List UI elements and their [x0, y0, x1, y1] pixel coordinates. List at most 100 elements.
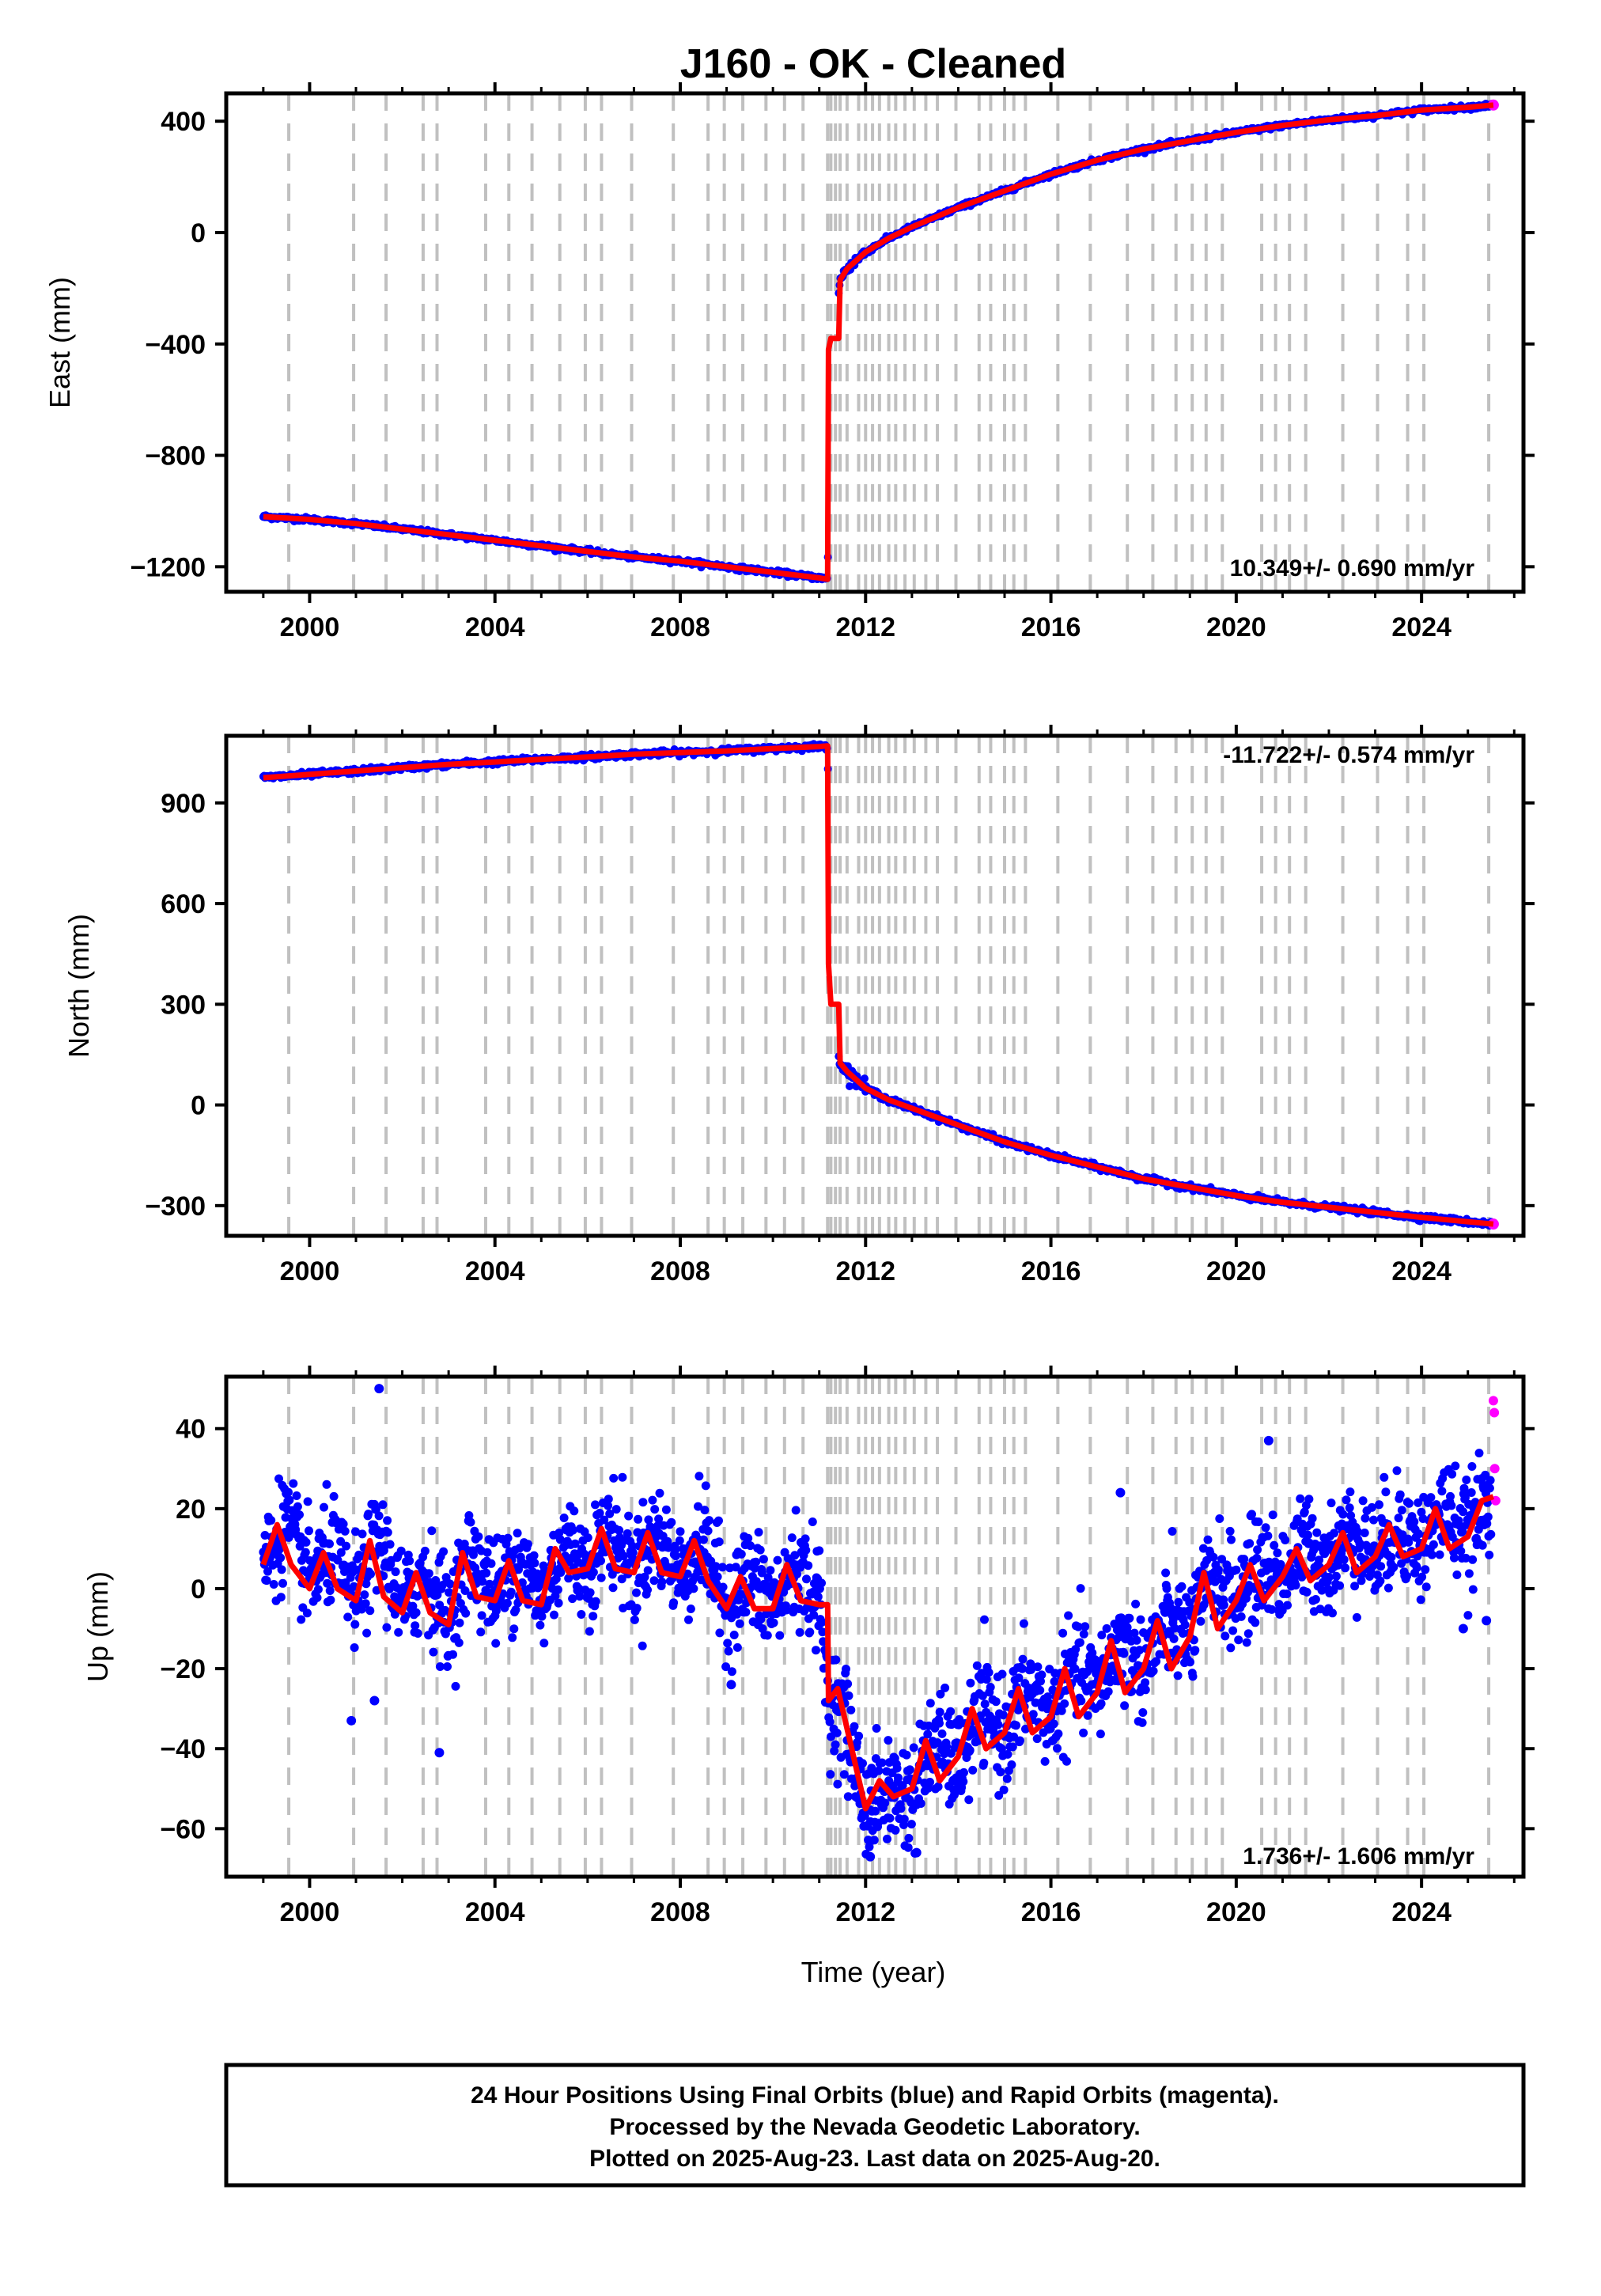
- final-orbit-point: [596, 1573, 606, 1582]
- final-orbit-point: [701, 1481, 710, 1491]
- final-orbit-point: [790, 1551, 800, 1560]
- x-tick-label: 2008: [650, 1256, 710, 1286]
- final-orbit-point: [585, 1588, 595, 1597]
- final-orbit-point: [1209, 1552, 1218, 1562]
- x-tick-label: 2024: [1391, 1256, 1451, 1286]
- final-orbit-point: [312, 1593, 322, 1602]
- final-orbit-point: [741, 1608, 751, 1617]
- final-orbit-point: [865, 1842, 874, 1851]
- final-orbit-point: [805, 1627, 815, 1637]
- final-orbit-point: [1132, 1635, 1141, 1645]
- final-orbit-point: [429, 1647, 438, 1657]
- final-orbit-point: [775, 1631, 785, 1640]
- final-orbit-point: [1081, 1622, 1090, 1631]
- final-orbit-point: [846, 1082, 853, 1090]
- final-orbit-point: [1168, 1614, 1178, 1623]
- final-orbit-point: [791, 1506, 800, 1515]
- x-tick-label: 2004: [465, 612, 525, 642]
- final-orbit-point: [269, 1580, 278, 1589]
- final-orbit-point: [684, 1615, 693, 1624]
- final-orbit-point: [801, 1545, 811, 1555]
- final-orbit-point: [302, 1608, 312, 1618]
- final-orbit-point: [694, 1502, 702, 1511]
- final-orbit-point: [382, 1623, 392, 1632]
- final-orbit-point: [1003, 1749, 1012, 1759]
- final-orbit-point: [277, 1565, 286, 1574]
- final-orbit-point: [325, 1586, 335, 1595]
- final-orbit-point: [896, 1804, 906, 1813]
- final-orbit-point: [551, 1574, 561, 1584]
- x-tick-label: 2020: [1206, 1256, 1266, 1286]
- final-orbit-point: [802, 1574, 811, 1584]
- x-tick-label: 2000: [280, 612, 340, 642]
- final-orbit-point: [669, 1598, 679, 1608]
- final-orbit-point: [632, 1604, 642, 1613]
- final-orbit-point: [982, 1675, 991, 1684]
- x-tick-label: 2008: [650, 612, 710, 642]
- final-orbit-point: [445, 1588, 454, 1597]
- final-orbit-point: [1036, 1677, 1045, 1686]
- final-orbit-point: [435, 1662, 445, 1671]
- x-tick-label: 2012: [835, 612, 895, 642]
- final-orbit-point: [736, 1549, 746, 1559]
- final-orbit-point: [508, 1633, 517, 1642]
- final-orbit-point: [1035, 1685, 1045, 1695]
- final-orbit-point: [554, 1529, 564, 1537]
- final-orbit-point: [1076, 1584, 1085, 1593]
- y-tick-label: −300: [145, 1192, 206, 1222]
- final-orbit-point: [408, 1601, 418, 1611]
- final-orbit-point: [1180, 1620, 1190, 1630]
- final-orbit-point: [648, 1495, 657, 1505]
- final-orbit-point: [361, 1579, 371, 1589]
- final-orbit-point: [1050, 1677, 1059, 1686]
- final-orbit-point: [1136, 1615, 1145, 1624]
- final-orbit-point: [984, 1668, 994, 1677]
- final-orbit-point: [378, 1500, 388, 1510]
- final-orbit-point: [997, 1669, 1007, 1679]
- final-orbit-point: [883, 1834, 891, 1843]
- final-orbit-point: [892, 1764, 902, 1773]
- final-orbit-point: [333, 1555, 343, 1565]
- final-orbit-point: [941, 1683, 950, 1692]
- final-orbit-point: [649, 1576, 659, 1586]
- final-orbit-point: [1177, 1582, 1187, 1591]
- final-orbit-point: [1049, 1719, 1058, 1729]
- final-orbit-point: [946, 1707, 956, 1716]
- final-orbit-point: [640, 1572, 649, 1582]
- final-orbit-point: [513, 1529, 522, 1538]
- final-orbit-point: [959, 1767, 968, 1777]
- final-orbit-point: [1096, 1730, 1105, 1739]
- final-orbit-point: [817, 1578, 826, 1588]
- final-orbit-point: [427, 1526, 437, 1536]
- final-orbit-point: [1119, 1649, 1129, 1658]
- final-orbit-point: [839, 1770, 849, 1779]
- final-orbit-point: [1141, 1678, 1150, 1688]
- final-orbit-point: [628, 1541, 638, 1551]
- final-orbit-point: [523, 1540, 532, 1549]
- final-orbit-point: [411, 1608, 421, 1617]
- final-orbit-point: [358, 1529, 367, 1539]
- final-orbit-point: [1138, 1708, 1148, 1717]
- plot-area: [259, 736, 1499, 1236]
- final-orbit-point: [451, 1681, 460, 1691]
- final-orbit-point: [536, 1620, 545, 1630]
- final-orbit-point: [274, 1544, 284, 1554]
- final-orbit-point: [630, 1615, 639, 1624]
- final-orbit-point: [1015, 1736, 1024, 1745]
- final-orbit-point: [568, 1525, 577, 1535]
- final-orbit-point: [568, 1594, 577, 1604]
- final-orbit-point: [933, 1782, 943, 1791]
- final-orbit-point: [793, 1570, 802, 1578]
- final-orbit-point: [1017, 1664, 1027, 1673]
- final-orbit-point: [997, 1744, 1006, 1753]
- final-orbit-point: [439, 1547, 449, 1556]
- final-orbit-point: [301, 1537, 311, 1547]
- final-orbit-point: [977, 1669, 986, 1678]
- final-orbit-point: [361, 1599, 370, 1608]
- final-orbit-point: [1018, 1654, 1028, 1664]
- final-orbit-point: [735, 1619, 744, 1628]
- final-orbit-point: [564, 1574, 573, 1583]
- final-orbit-point: [1058, 1628, 1068, 1638]
